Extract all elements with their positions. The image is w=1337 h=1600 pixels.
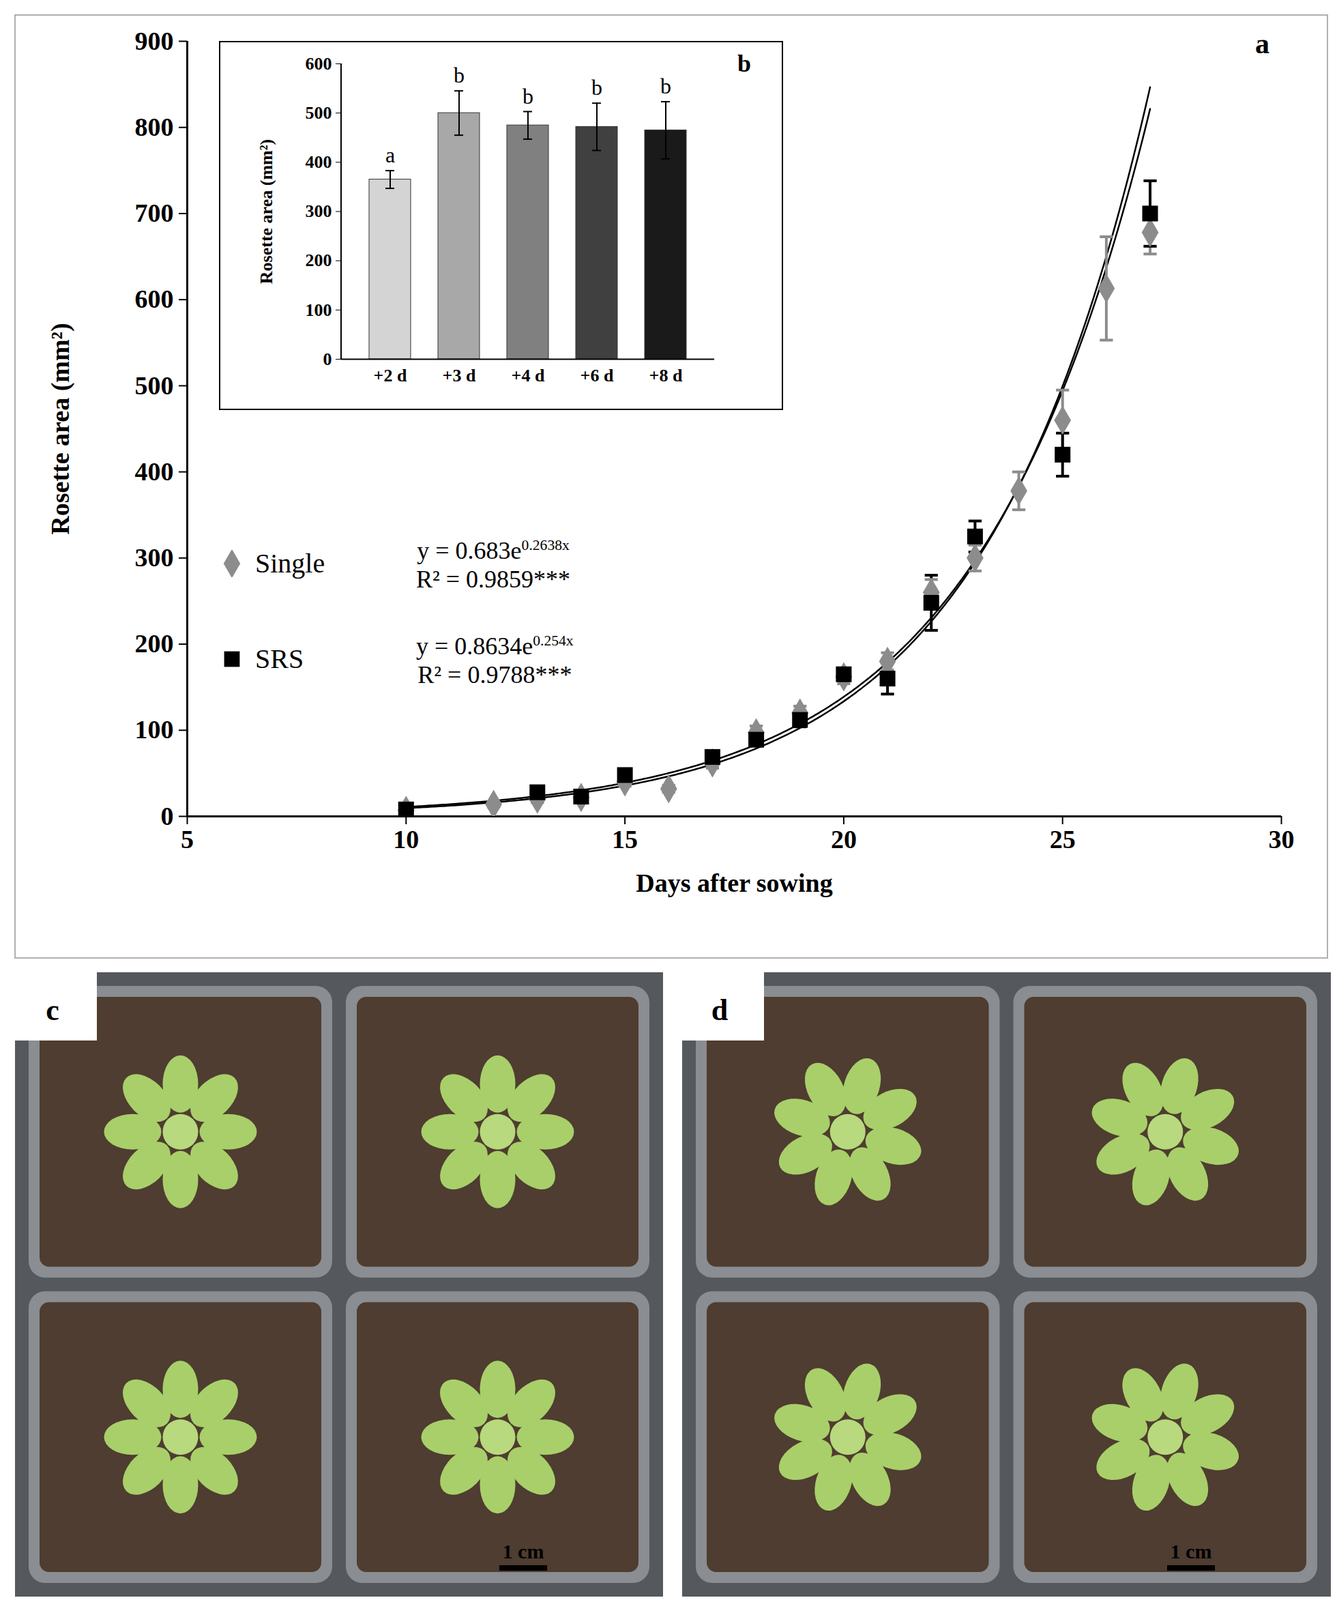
svg-text:b: b [522, 83, 534, 109]
svg-text:200: 200 [305, 250, 333, 271]
svg-text:200: 200 [135, 628, 174, 658]
html-text:R² = 0.9859***: R² = 0.9859*** [416, 565, 571, 593]
svg-text:0: 0 [160, 801, 174, 831]
svg-text:900: 900 [135, 26, 174, 56]
svg-text:b: b [591, 75, 603, 100]
svg-text:1 cm: 1 cm [1170, 1539, 1213, 1563]
svg-text:5: 5 [180, 824, 194, 854]
svg-text:400: 400 [135, 457, 174, 486]
svg-text:0: 0 [323, 349, 333, 370]
svg-text:400: 400 [305, 152, 333, 172]
svg-text:10: 10 [392, 824, 419, 854]
svg-text:300: 300 [135, 542, 174, 572]
svg-text:Rosette area (mm²): Rosette area (mm²) [45, 322, 76, 535]
svg-text:b: b [453, 62, 465, 88]
svg-text:100: 100 [135, 714, 174, 744]
svg-text:500: 500 [135, 371, 174, 400]
svg-text:100: 100 [305, 300, 333, 320]
svg-text:+8 d: +8 d [649, 365, 683, 386]
svg-text:600: 600 [135, 284, 174, 314]
svg-text:500: 500 [305, 103, 333, 123]
svg-text:20: 20 [830, 824, 857, 854]
html-text:R² = 0.9788***: R² = 0.9788*** [417, 660, 572, 689]
svg-text:+2 d: +2 d [373, 365, 408, 386]
svg-text:d: d [711, 993, 728, 1027]
html-text:y = 0.8634e0.254x: y = 0.8634e0.254x [416, 632, 574, 660]
html-text:y = 0.683e0.2638x: y = 0.683e0.2638x [416, 536, 570, 565]
svg-text:300: 300 [305, 201, 333, 222]
svg-text:700: 700 [135, 198, 174, 228]
svg-text:800: 800 [135, 112, 174, 142]
svg-text:Rosette area (mm²): Rosette area (mm²) [256, 139, 277, 284]
svg-text:600: 600 [305, 53, 333, 74]
html-text:SRS: SRS [255, 643, 304, 674]
svg-text:b: b [660, 73, 672, 99]
svg-text:Days after sowing: Days after sowing [635, 868, 833, 898]
svg-text:+3 d: +3 d [442, 365, 477, 386]
svg-text:1 cm: 1 cm [502, 1539, 545, 1563]
svg-text:+6 d: +6 d [580, 365, 614, 386]
svg-text:+4 d: +4 d [511, 365, 546, 386]
svg-text:25: 25 [1049, 824, 1076, 854]
svg-text:c: c [45, 993, 60, 1027]
html-text:Single: Single [255, 547, 325, 579]
svg-text:15: 15 [611, 824, 638, 854]
html-text:a: a [1255, 27, 1270, 60]
svg-text:30: 30 [1268, 824, 1295, 854]
html-text:b: b [737, 49, 752, 78]
svg-text:a: a [385, 142, 395, 168]
